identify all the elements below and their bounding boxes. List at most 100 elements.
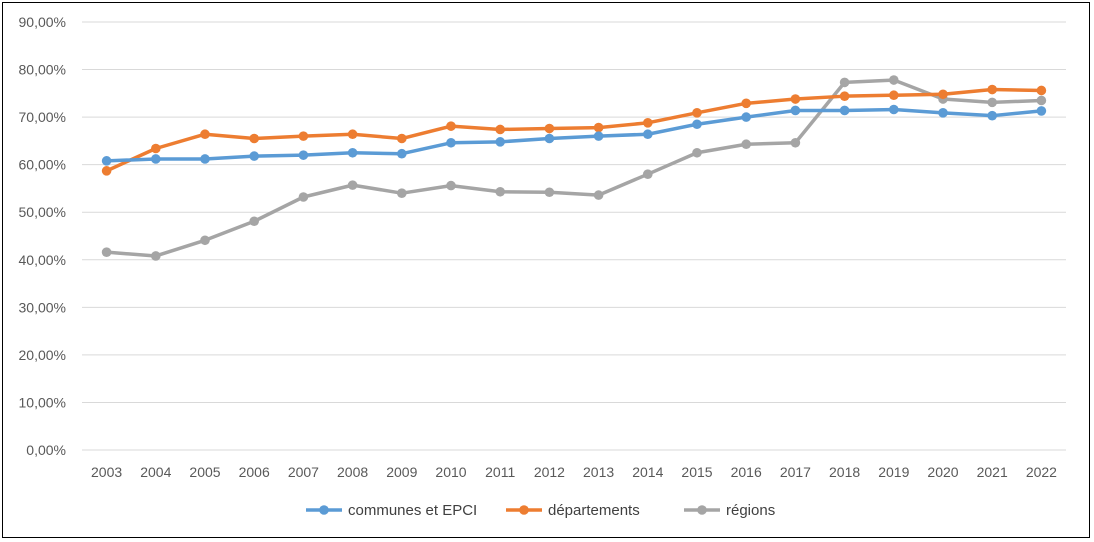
legend-item: communes et EPCI [306,502,477,519]
data-point [101,166,112,176]
series-line [106,107,1042,163]
y-tick-label: 70,00% [19,109,66,125]
series-line [106,78,1042,258]
series-départements [101,84,1047,176]
data-point [397,148,407,159]
series-régions [101,75,1047,261]
data-point [249,133,259,144]
y-tick-label: 90,00% [19,14,66,30]
y-tick-label: 60,00% [19,157,66,173]
data-point [593,190,604,200]
data-point [938,89,948,100]
data-point [741,139,751,150]
data-point [643,129,653,140]
data-point [249,216,259,227]
data-point [249,151,259,161]
data-point [593,131,604,141]
legend-label: communes et EPCI [348,502,477,519]
x-tick-label: 2010 [435,464,466,480]
data-point [446,180,456,191]
data-point [1036,85,1047,96]
data-point [397,188,407,198]
x-tick-label: 2008 [337,464,368,480]
data-point [495,186,506,197]
data-point [298,192,309,202]
x-tick-label: 2009 [386,464,417,480]
x-tick-label: 2016 [731,464,762,480]
data-point [790,105,801,116]
y-tick-label: 80,00% [19,62,66,78]
data-point [151,143,161,154]
data-point [200,129,210,140]
y-tick-label: 50,00% [19,204,66,220]
data-point [692,147,702,158]
data-point [151,251,161,261]
legend-label: départements [548,502,640,519]
data-point [200,235,210,246]
data-point [101,156,112,166]
data-point [544,123,555,134]
x-tick-label: 2013 [583,464,614,480]
x-tick-label: 2017 [780,464,811,480]
data-point [1036,106,1047,116]
x-tick-label: 2015 [681,464,712,480]
data-point [790,94,801,104]
data-point [889,104,899,115]
data-point [151,154,161,164]
data-point [643,118,653,128]
data-point [839,77,850,88]
data-point [200,154,210,164]
series-line [105,87,1042,173]
data-point [839,91,850,101]
data-point [987,110,997,121]
data-point [889,75,899,85]
data-point [1036,95,1047,106]
legend: communes et EPCI départements régions [306,502,775,519]
data-point [643,169,653,179]
y-tick-label: 40,00% [19,252,66,268]
gridlines [82,21,1066,451]
y-tick-label: 0,00% [26,442,66,458]
legend-swatch-marker [697,505,707,515]
data-point [790,137,801,148]
x-tick-label: 2011 [485,464,515,480]
data-point [298,131,309,141]
data-point [298,150,309,160]
data-point [987,97,997,108]
x-tick-label: 2019 [878,464,909,480]
x-tick-label: 2021 [977,464,1008,480]
x-axis-ticks: 2003 2004 2005 2006 2007 2008 2009 2010 2011 2012… [91,464,1057,480]
x-tick-label: 2003 [91,464,122,480]
series-group [101,75,1047,261]
x-tick-label: 2006 [239,464,270,480]
data-point [987,84,997,95]
x-tick-label: 2004 [140,464,171,480]
data-point [741,112,751,122]
data-point [397,133,407,144]
legend-item: régions [684,502,775,519]
x-tick-label: 2022 [1026,464,1057,480]
x-tick-label: 2012 [534,464,565,480]
y-tick-label: 30,00% [19,299,66,315]
data-point [101,247,112,257]
data-point [889,90,899,101]
x-tick-label: 2018 [829,464,860,480]
data-point [692,108,702,118]
data-point [495,124,506,135]
data-point [593,122,604,133]
data-point [544,133,555,144]
series-communes-et-epci [101,104,1047,166]
x-tick-label: 2014 [632,464,663,480]
data-point [544,187,555,198]
x-tick-label: 2007 [288,464,319,480]
data-point [692,119,702,130]
data-point [839,105,850,116]
data-point [446,137,456,148]
y-tick-label: 10,00% [19,394,66,410]
data-point [446,121,456,131]
legend-swatch-marker [319,505,329,515]
data-point [347,180,358,190]
data-point [347,147,358,158]
data-point [938,108,948,118]
